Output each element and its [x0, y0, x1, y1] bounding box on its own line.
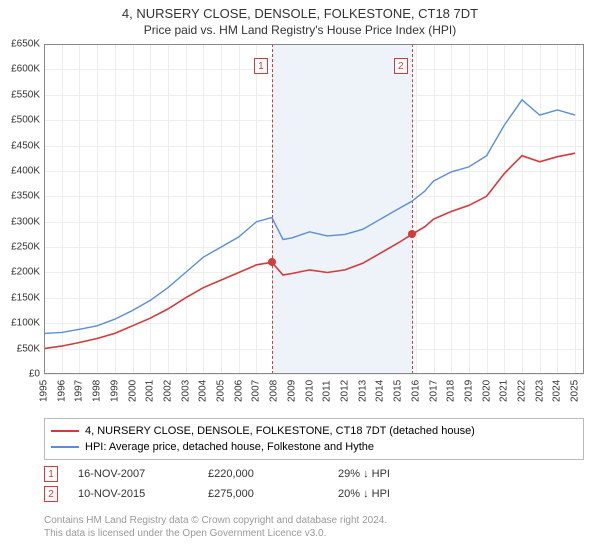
- legend-row: HPI: Average price, detached house, Folk…: [51, 439, 577, 455]
- footer-line: Contains HM Land Registry data © Crown c…: [44, 514, 584, 527]
- sales-marker: 2: [44, 486, 58, 502]
- x-tick-label: 2012: [339, 380, 350, 402]
- series-hpi: [44, 100, 575, 334]
- sale-price: £275,000: [208, 488, 338, 500]
- y-tick-label: £150K: [11, 292, 40, 303]
- x-tick-label: 2017: [428, 380, 439, 402]
- footer: Contains HM Land Registry data © Crown c…: [44, 514, 584, 540]
- x-tick-label: 1996: [56, 380, 67, 402]
- sales-row: 1 16-NOV-2007£220,00029% ↓ HPI: [44, 464, 584, 484]
- legend: 4, NURSERY CLOSE, DENSOLE, FOLKESTONE, C…: [44, 418, 584, 460]
- y-tick-label: £650K: [11, 39, 40, 50]
- y-tick-label: £0: [29, 369, 40, 380]
- sales-row: 2 10-NOV-2015£275,00020% ↓ HPI: [44, 484, 584, 504]
- chart-container: 4, NURSERY CLOSE, DENSOLE, FOLKESTONE, C…: [0, 0, 600, 560]
- legend-row: 4, NURSERY CLOSE, DENSOLE, FOLKESTONE, C…: [51, 423, 577, 439]
- x-tick-label: 2016: [410, 380, 421, 402]
- sales-marker: 1: [44, 466, 58, 482]
- legend-swatch: [51, 430, 79, 432]
- y-tick-label: £450K: [11, 140, 40, 151]
- sale-delta: 29% ↓ HPI: [338, 468, 468, 480]
- legend-label: 4, NURSERY CLOSE, DENSOLE, FOLKESTONE, C…: [85, 425, 475, 437]
- y-tick-label: £550K: [11, 89, 40, 100]
- y-tick-label: £350K: [11, 191, 40, 202]
- sale-date: 16-NOV-2007: [78, 468, 208, 480]
- x-tick-label: 2024: [552, 380, 563, 402]
- x-tick-label: 1997: [74, 380, 85, 402]
- x-tick-label: 2023: [534, 380, 545, 402]
- x-tick-label: 1999: [109, 380, 120, 402]
- title-area: 4, NURSERY CLOSE, DENSOLE, FOLKESTONE, C…: [0, 0, 600, 39]
- y-tick-label: £200K: [11, 267, 40, 278]
- x-tick-label: 2004: [198, 380, 209, 402]
- legend-swatch: [51, 446, 79, 448]
- x-tick-label: 2007: [251, 380, 262, 402]
- x-tick-label: 1995: [39, 380, 50, 402]
- x-tick-label: 2018: [446, 380, 457, 402]
- x-tick-label: 2025: [570, 380, 581, 402]
- sale-price: £220,000: [208, 468, 338, 480]
- x-tick-label: 2005: [216, 380, 227, 402]
- x-tick-label: 2011: [322, 380, 333, 402]
- y-axis: £0£50K£100K£150K£200K£250K£300K£350K£400…: [0, 44, 44, 374]
- chart-title: 4, NURSERY CLOSE, DENSOLE, FOLKESTONE, C…: [0, 6, 600, 21]
- sales-table: 1 16-NOV-2007£220,00029% ↓ HPI 2 10-NOV-201…: [44, 464, 584, 504]
- x-tick-label: 2003: [180, 380, 191, 402]
- x-tick-label: 2006: [233, 380, 244, 402]
- x-tick-label: 2015: [393, 380, 404, 402]
- line-series: [44, 44, 584, 374]
- sale-delta: 20% ↓ HPI: [338, 488, 468, 500]
- y-tick-label: £600K: [11, 64, 40, 75]
- sale-date: 10-NOV-2015: [78, 488, 208, 500]
- series-price_paid: [44, 153, 575, 348]
- sale-dot: [268, 258, 276, 266]
- chart-subtitle: Price paid vs. HM Land Registry's House …: [0, 23, 600, 37]
- y-tick-label: £400K: [11, 165, 40, 176]
- x-tick-label: 1998: [92, 380, 103, 402]
- x-tick-label: 2002: [162, 380, 173, 402]
- x-tick-label: 2022: [517, 380, 528, 402]
- x-tick-label: 2020: [481, 380, 492, 402]
- y-tick-label: £300K: [11, 216, 40, 227]
- x-tick-label: 2010: [304, 380, 315, 402]
- x-tick-label: 2001: [145, 380, 156, 402]
- y-tick-label: £100K: [11, 318, 40, 329]
- y-tick-label: £50K: [17, 343, 40, 354]
- legend-label: HPI: Average price, detached house, Folk…: [85, 441, 374, 453]
- x-tick-label: 2014: [375, 380, 386, 402]
- x-tick-label: 2021: [499, 380, 510, 402]
- sale-dot: [408, 230, 416, 238]
- x-axis: 1995199619971998199920002001200220032004…: [44, 374, 584, 414]
- plot-area: 12: [44, 44, 584, 374]
- x-tick-label: 2019: [463, 380, 474, 402]
- y-tick-label: £250K: [11, 242, 40, 253]
- x-tick-label: 2009: [286, 380, 297, 402]
- y-tick-label: £500K: [11, 115, 40, 126]
- x-tick-label: 2000: [127, 380, 138, 402]
- footer-line: This data is licensed under the Open Gov…: [44, 527, 584, 540]
- x-tick-label: 2008: [269, 380, 280, 402]
- x-tick-label: 2013: [357, 380, 368, 402]
